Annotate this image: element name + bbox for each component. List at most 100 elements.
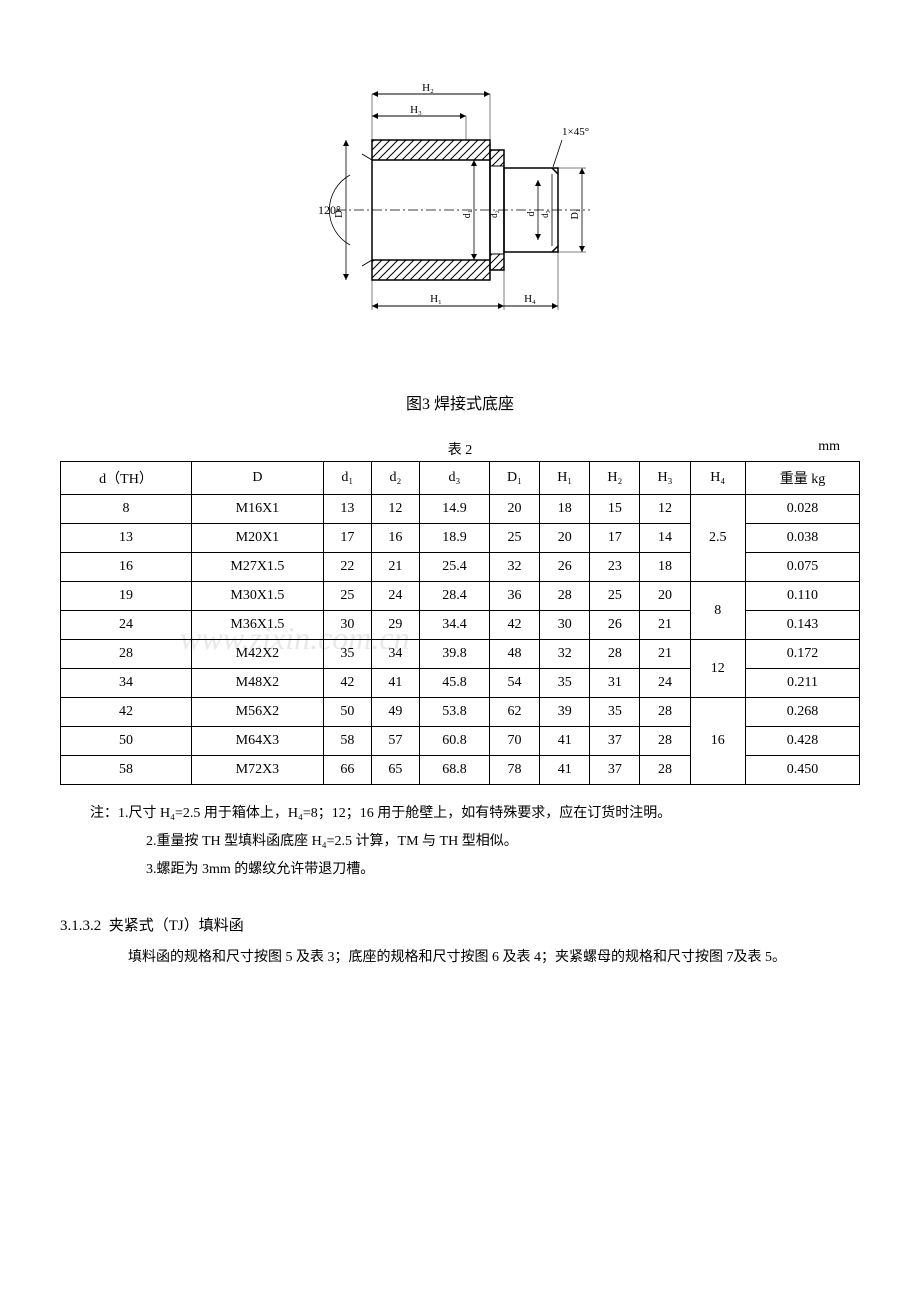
table-cell: 17	[590, 524, 640, 553]
table-cell: M27X1.5	[192, 553, 324, 582]
table-cell: 35	[323, 640, 371, 669]
table-cell: 14.9	[419, 495, 489, 524]
table-cell: 25	[590, 582, 640, 611]
h1-dim-label: H₁	[430, 293, 442, 305]
table-cell: M16X1	[192, 495, 324, 524]
weight-cell: 0.172	[745, 640, 859, 669]
section-body: 填料函的规格和尺寸按图 5 及表 3；底座的规格和尺寸按图 6 及表 4；夹紧螺…	[60, 945, 860, 970]
h4-cell: 12	[690, 640, 745, 698]
table-cell: M36X1.5	[192, 611, 324, 640]
table-cell: 28.4	[419, 582, 489, 611]
d1-dim-label: d₁	[462, 210, 473, 219]
table-cell: 20	[540, 524, 590, 553]
note-1-text: 1.尺寸 H₄=2.5 用于箱体上，H₄=8；12；16 用于舱壁上，如有特殊要…	[118, 806, 671, 821]
weight-cell: 0.110	[745, 582, 859, 611]
col-d3: d₃	[419, 462, 489, 495]
table-cell: 26	[540, 553, 590, 582]
table-cell: 18.9	[419, 524, 489, 553]
table-cell: 19	[61, 582, 192, 611]
weight-cell: 0.075	[745, 553, 859, 582]
table-cell: 34.4	[419, 611, 489, 640]
col-d-th: d（TH）	[61, 462, 192, 495]
table-unit: mm	[818, 439, 840, 455]
col-d1: d₁	[323, 462, 371, 495]
h4-cell: 8	[690, 582, 745, 640]
table-cell: 66	[323, 756, 371, 785]
weight-cell: 0.028	[745, 495, 859, 524]
section-number: 3.1.3.2	[60, 918, 101, 934]
table-cell: 54	[489, 669, 539, 698]
table-row: 8M16X1131214.9201815122.50.028	[61, 495, 860, 524]
table-cell: 28	[590, 640, 640, 669]
d3-dim-label: d₃	[540, 210, 550, 218]
table-cell: 68.8	[419, 756, 489, 785]
diagram-container: H₂ H₃ 120°	[60, 80, 860, 360]
section-title-text: 夹紧式（TJ）填料函	[109, 918, 244, 934]
table-cell: 53.8	[419, 698, 489, 727]
table-cell: 62	[489, 698, 539, 727]
table-cell: 22	[323, 553, 371, 582]
table-cell: 24	[371, 582, 419, 611]
h4-cell: 2.5	[690, 495, 745, 582]
table-cell: 15	[590, 495, 640, 524]
note-2: 2.重量按 TH 型填料函底座 H₄=2.5 计算，TM 与 TH 型相似。	[90, 828, 860, 856]
table-cell: 39	[540, 698, 590, 727]
table-cell: 42	[61, 698, 192, 727]
table-cell: 13	[323, 495, 371, 524]
table-cell: 30	[323, 611, 371, 640]
col-H4: H₄	[690, 462, 745, 495]
table-cell: 58	[323, 727, 371, 756]
section-title: 3.1.3.2 夹紧式（TJ）填料函	[60, 914, 860, 935]
table-cell: 39.8	[419, 640, 489, 669]
table-cell: M20X1	[192, 524, 324, 553]
table-header-cells: d（TH） D d₁ d₂ d₃ D₁ H₁ H₂ H₃ H₄ 重量 kg	[61, 462, 860, 495]
table-cell: 34	[371, 640, 419, 669]
table-cell: M72X3	[192, 756, 324, 785]
d-dim-label: d	[526, 212, 537, 217]
table-cell: 32	[489, 553, 539, 582]
table-cell: 28	[640, 727, 690, 756]
table-cell: M30X1.5	[192, 582, 324, 611]
table-cell: 50	[323, 698, 371, 727]
table-cell: 60.8	[419, 727, 489, 756]
table-cell: 8	[61, 495, 192, 524]
table-cell: 45.8	[419, 669, 489, 698]
table-row: 28M42X2353439.848322821120.172	[61, 640, 860, 669]
table-cell: 41	[540, 756, 590, 785]
weight-cell: 0.428	[745, 727, 859, 756]
table-cell: 28	[640, 698, 690, 727]
table-cell: 18	[640, 553, 690, 582]
table-cell: 21	[640, 640, 690, 669]
section-3-1-3-2: 3.1.3.2 夹紧式（TJ）填料函 填料函的规格和尺寸按图 5 及表 3；底座…	[60, 914, 860, 970]
table-cell: 34	[61, 669, 192, 698]
table-cell: 24	[61, 611, 192, 640]
table-cell: 16	[61, 553, 192, 582]
col-weight: 重量 kg	[745, 462, 859, 495]
table-cell: 78	[489, 756, 539, 785]
table-row: 19M30X1.5252428.43628252080.110	[61, 582, 860, 611]
table-cell: 21	[640, 611, 690, 640]
table-cell: 24	[640, 669, 690, 698]
table-cell: 58	[61, 756, 192, 785]
table-cell: M48X2	[192, 669, 324, 698]
table-cell: 65	[371, 756, 419, 785]
table-cell: 17	[323, 524, 371, 553]
table-cell: 48	[489, 640, 539, 669]
h3-dim-label: H₃	[410, 104, 422, 116]
D-dim-label: D	[333, 210, 345, 218]
h4-cell: 16	[690, 698, 745, 785]
col-H2: H₂	[590, 462, 640, 495]
h4-dim-label: H₄	[524, 293, 536, 305]
table-header-row: 表 2 mm	[60, 439, 860, 459]
table-cell: 12	[371, 495, 419, 524]
table-cell: 37	[590, 756, 640, 785]
weight-cell: 0.143	[745, 611, 859, 640]
table-cell: 26	[590, 611, 640, 640]
table-cell: 18	[540, 495, 590, 524]
note-3: 3.螺距为 3mm 的螺纹允许带退刀槽。	[90, 856, 860, 884]
table-cell: 13	[61, 524, 192, 553]
dimension-table: d（TH） D d₁ d₂ d₃ D₁ H₁ H₂ H₃ H₄ 重量 kg 8M…	[60, 461, 860, 785]
table-cell: 41	[371, 669, 419, 698]
table-cell: 28	[540, 582, 590, 611]
table-cell: 21	[371, 553, 419, 582]
